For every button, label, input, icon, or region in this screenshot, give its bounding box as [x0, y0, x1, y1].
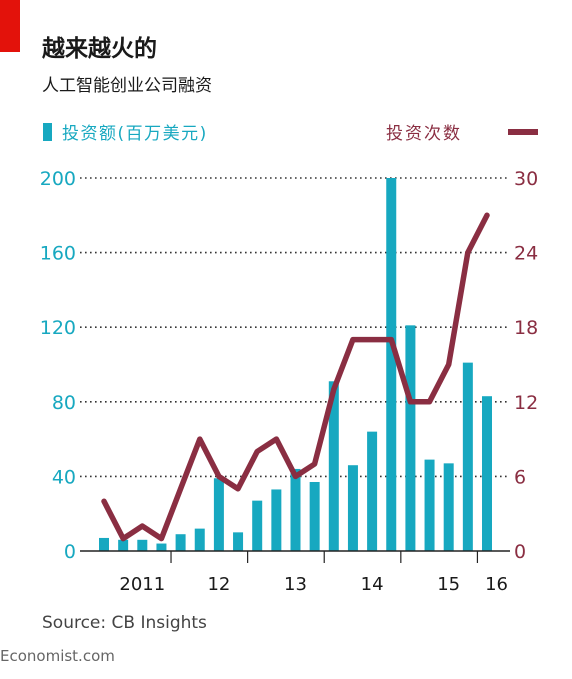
- credit-note: Economist.com: [0, 647, 115, 665]
- bar: [233, 532, 244, 551]
- bar: [328, 381, 339, 551]
- left-tick-label: 200: [40, 168, 76, 190]
- right-tick-label: 12: [514, 392, 538, 414]
- left-tick-label: 160: [40, 243, 76, 265]
- x-tick-label: 15: [437, 574, 460, 595]
- left-tick-label: 120: [40, 317, 76, 339]
- left-tick-label: 0: [64, 541, 76, 563]
- bar: [443, 463, 454, 551]
- bar: [194, 528, 205, 551]
- right-tick-label: 24: [514, 243, 538, 265]
- bar: [482, 396, 492, 551]
- bar: [462, 362, 473, 551]
- line-series: [101, 212, 490, 542]
- right-tick-label: 6: [514, 466, 526, 488]
- x-tick-label: 13: [284, 574, 307, 595]
- brand-tag: [0, 0, 20, 52]
- right-tick-label: 0: [514, 541, 526, 563]
- bar-series: [99, 178, 492, 551]
- bar: [137, 539, 148, 551]
- left-tick-label: 40: [52, 466, 76, 488]
- gridlines: [80, 177, 510, 478]
- bar: [386, 178, 397, 551]
- right-tick-label: 18: [514, 317, 538, 339]
- bar: [252, 500, 263, 551]
- source-note: Source: CB Insights: [42, 613, 207, 633]
- right-axis: 0 6 12 18 24 30: [514, 168, 538, 563]
- x-tick-label: 16: [485, 574, 508, 595]
- left-axis: 0 40 80 120 160 200: [40, 168, 76, 563]
- legend-line-swatch: [508, 129, 538, 135]
- bar: [213, 478, 224, 551]
- bar: [367, 431, 378, 551]
- bar: [405, 325, 416, 551]
- x-tick-label: 2011: [119, 574, 165, 595]
- legend-bars-swatch: [43, 123, 52, 141]
- x-axis: 2011 12 13 14 15 16: [80, 550, 510, 595]
- bar: [99, 537, 109, 551]
- bar: [424, 459, 435, 551]
- bar: [347, 465, 358, 551]
- chart-subtitle: 人工智能创业公司融资: [42, 76, 212, 96]
- bar: [118, 539, 129, 551]
- x-tick-label: 12: [207, 574, 230, 595]
- left-tick-label: 80: [52, 392, 76, 414]
- bar: [290, 468, 301, 551]
- right-tick-label: 30: [514, 168, 538, 190]
- bar: [156, 543, 167, 551]
- chart-title: 越来越火的: [42, 35, 157, 62]
- x-tick-label: 14: [361, 574, 384, 595]
- legend-line-label: 投资次数: [386, 124, 462, 144]
- bar: [271, 489, 282, 551]
- bar: [175, 534, 186, 551]
- legend-bars-label: 投资额(百万美元): [62, 124, 208, 144]
- bar: [309, 481, 320, 551]
